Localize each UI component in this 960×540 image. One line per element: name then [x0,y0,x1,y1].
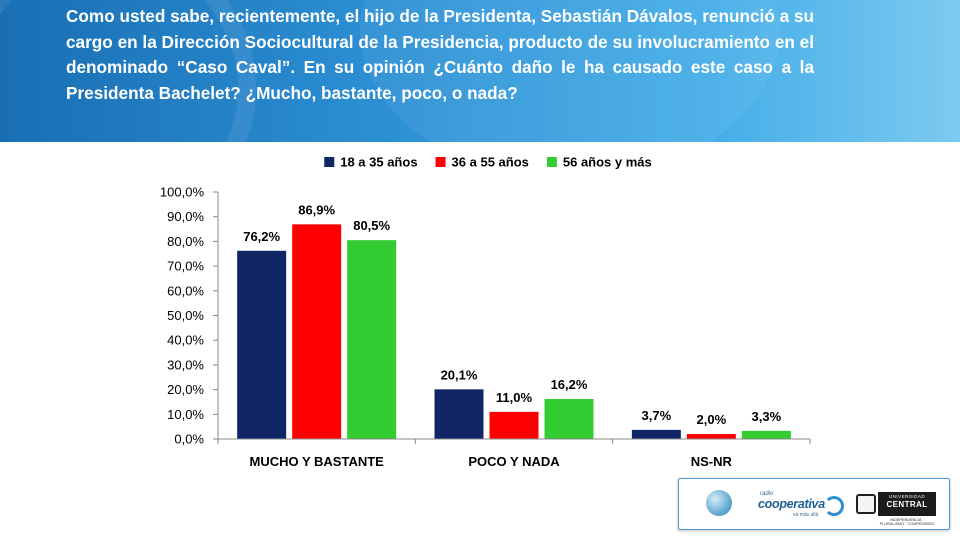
bar [544,398,594,439]
x-category-label: MUCHO Y BASTANTE [249,454,384,469]
sponsor-logos: radio cooperativa va más allá UNIVERSIDA… [678,478,950,530]
globe-icon [706,490,732,516]
bar [686,434,736,439]
legend-label: 36 a 55 años [452,155,529,170]
universidad-central-logo: UNIVERSIDAD CENTRAL INDEPENDENCIA · PLUR… [878,492,936,526]
legend-label: 56 años y más [563,155,652,170]
y-tick-label: 30,0% [167,357,204,372]
cooperativa-radio-text: radio [760,491,774,497]
bar [741,430,791,439]
x-category-label: POCO Y NADA [468,454,560,469]
y-tick-label: 60,0% [167,283,204,298]
legend-swatch [324,157,335,167]
bar [237,250,287,439]
y-tick-label: 50,0% [167,308,204,323]
bar [489,411,539,439]
cooperativa-name: cooperativa [758,497,825,511]
data-label: 86,9% [298,202,335,217]
uc-sub-text: INDEPENDENCIA · PLURALISMO · COMPROMISO [879,518,935,526]
bar [631,429,681,439]
data-label: 2,0% [697,412,727,427]
x-axis: MUCHO Y BASTANTE POCO Y NADA NS-NR [217,438,811,469]
y-tick-label: 100,0% [160,185,205,200]
cooperativa-logo: radio cooperativa va más allá [755,491,845,519]
legend-swatch [435,157,446,167]
bar-chart: 18 a 35 años 36 a 55 años 56 años y más 0,… [160,155,811,469]
data-label: 11,0% [496,390,533,405]
data-label: 16,2% [551,377,588,392]
y-tick-label: 90,0% [167,209,204,224]
bar [434,389,484,439]
university-crest-icon [856,494,876,514]
x-category-label: NS-NR [691,454,733,469]
bars: 76,2% 86,9% 80,5% 20,1% 11,0% 16,2% 3,7% 2,0% 3,… [237,202,791,439]
cooperativa-tagline: va más allá [793,512,819,518]
y-tick-label: 0,0% [174,432,204,447]
y-axis: 0,0% 10,0% 20,0% 30,0% 40,0% 50,0% 60,0% 70,0% 8… [160,185,219,447]
y-tick-label: 70,0% [167,259,204,274]
title-banner: Como usted sabe, recientemente, el hijo … [0,0,960,142]
data-label: 3,7% [642,408,672,423]
banner-decoration [360,0,780,142]
bar [292,224,342,439]
bar [347,240,397,439]
legend-swatch [546,157,557,167]
data-label: 80,5% [353,218,390,233]
data-label: 76,2% [243,229,280,244]
chart-legend: 18 a 35 años 36 a 55 años 56 años y más [324,155,652,170]
data-label: 3,3% [752,409,782,424]
survey-question: Como usted sabe, recientemente, el hijo … [66,6,814,103]
y-tick-label: 40,0% [167,333,204,348]
y-tick-label: 10,0% [167,407,204,422]
y-tick-label: 80,0% [167,234,204,249]
data-label: 20,1% [441,367,478,382]
uc-top-text: UNIVERSIDAD [888,494,926,499]
y-tick-label: 20,0% [167,382,204,397]
legend-label: 18 a 35 años [340,155,417,170]
cooperativa-swirl-icon [824,496,844,516]
uc-name-text: CENTRAL [886,500,928,509]
